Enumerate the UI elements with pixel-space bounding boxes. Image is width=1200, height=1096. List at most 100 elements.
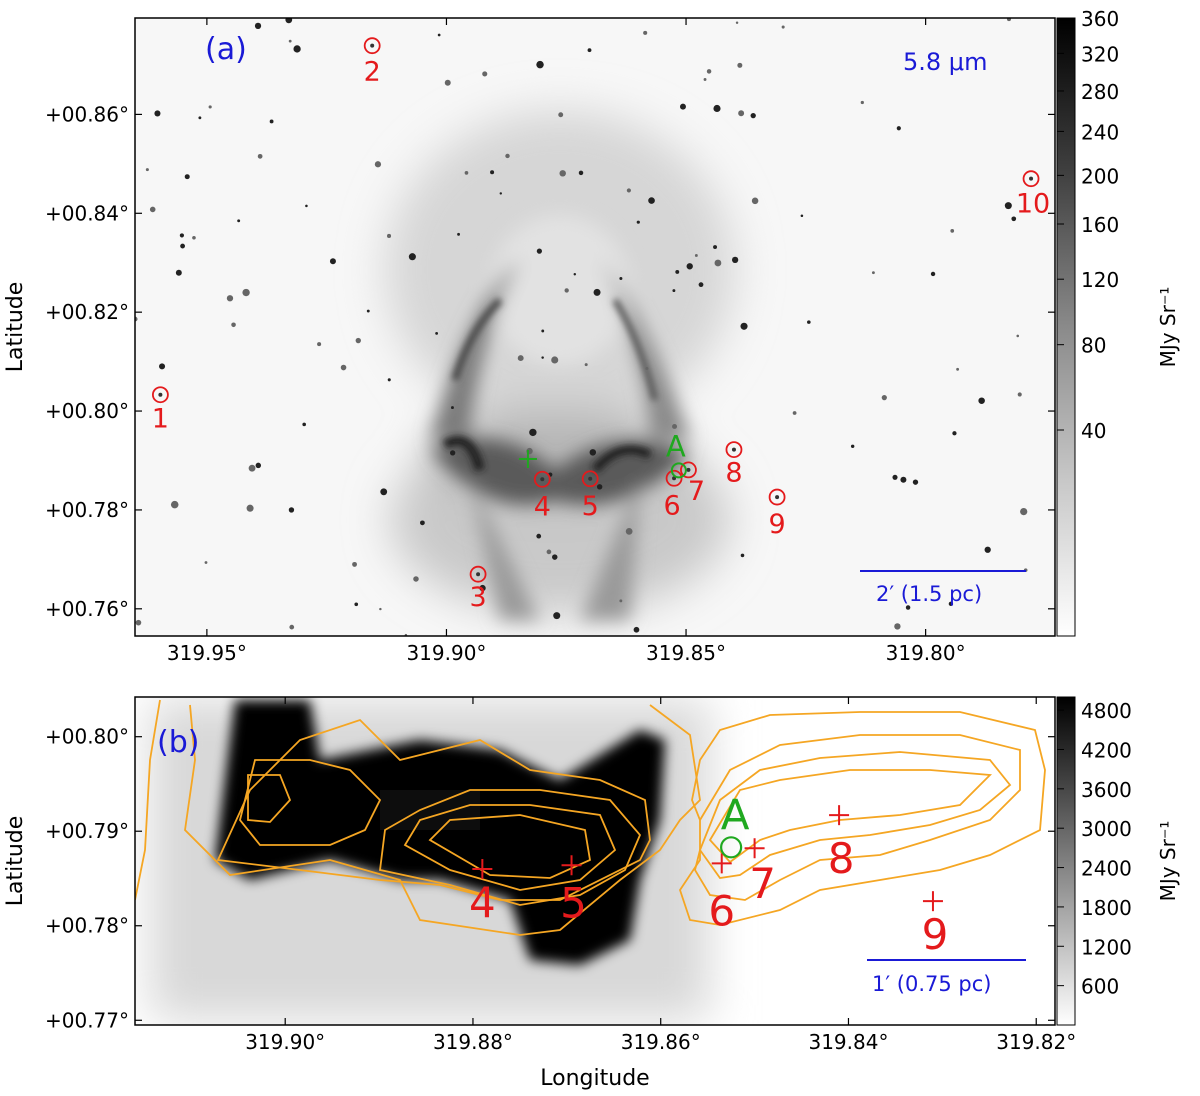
axes-b-ticks: 319.90° 319.88° 319.86° 319.84° 319.82° +00.7… <box>45 697 1076 1054</box>
source-circle-4 <box>533 470 551 488</box>
field-star <box>713 245 718 250</box>
x-tick-label: 319.86° <box>621 1030 701 1054</box>
field-star <box>248 464 256 472</box>
field-star <box>285 18 293 24</box>
field-star <box>457 232 460 236</box>
field-star <box>737 62 743 68</box>
field-star <box>694 254 698 257</box>
field-star <box>208 105 212 109</box>
field-star <box>706 69 712 74</box>
field-star <box>850 444 855 449</box>
y-tick-label: +00.80° <box>45 399 129 423</box>
field-star <box>257 153 263 159</box>
field-star <box>437 33 441 37</box>
source-circle-9 <box>768 488 786 506</box>
field-star <box>352 561 357 567</box>
source-star-7 <box>686 467 691 472</box>
field-star <box>374 161 382 168</box>
field-star <box>237 219 241 223</box>
field-star <box>159 363 166 370</box>
source-label-10: 10 <box>1016 189 1050 220</box>
source-label-4: 4 <box>534 491 551 522</box>
field-star <box>735 21 739 25</box>
source-circle-10 <box>1022 170 1040 188</box>
colorbar-tick-label: 280 <box>1081 80 1119 104</box>
colorbar-tick-label: 40 <box>1081 419 1106 443</box>
field-star <box>740 322 748 330</box>
source-label-b-5: 5 <box>560 878 587 927</box>
colorbar-tick-label: 360 <box>1081 7 1119 31</box>
field-star <box>355 337 361 344</box>
field-star <box>154 110 161 117</box>
field-star <box>450 450 456 456</box>
source-label-8: 8 <box>725 458 742 489</box>
y-tick-label: +00.82° <box>45 300 129 324</box>
field-star <box>643 30 648 35</box>
field-star <box>573 273 577 276</box>
colorbar-tick-label: 240 <box>1081 120 1119 144</box>
field-star <box>145 168 149 172</box>
field-star <box>881 395 887 401</box>
field-star <box>184 174 190 180</box>
field-star <box>517 355 524 362</box>
field-star <box>464 171 469 175</box>
field-star <box>269 119 274 124</box>
field-star <box>482 71 488 77</box>
field-star <box>738 110 745 117</box>
field-star <box>529 428 537 437</box>
y-axis-label-a: Latitude <box>3 282 28 373</box>
panel-label-a: (a) <box>205 32 247 67</box>
field-star <box>675 269 680 274</box>
field-star <box>905 605 911 610</box>
field-star <box>329 258 336 265</box>
field-star <box>1017 392 1022 397</box>
field-star <box>379 607 382 611</box>
field-star <box>950 229 955 233</box>
source-label-5: 5 <box>582 491 599 522</box>
field-star <box>672 423 677 429</box>
field-star <box>596 484 603 490</box>
field-star <box>505 153 510 159</box>
colorbar-tick-label: 4200 <box>1081 738 1132 762</box>
colorbar-tick-label: 600 <box>1081 975 1119 999</box>
field-star <box>648 197 655 204</box>
field-star <box>479 584 486 592</box>
field-star <box>293 45 301 53</box>
source-label-b-9: 9 <box>922 910 949 959</box>
field-star <box>948 601 954 607</box>
x-tick-label: 319.95° <box>167 641 247 665</box>
x-tick-label: 319.85° <box>646 641 726 665</box>
field-star <box>686 263 693 270</box>
field-star <box>541 329 545 333</box>
source-star-3 <box>476 572 481 577</box>
field-star <box>413 576 419 582</box>
y-tick-label: +00.80° <box>45 725 129 749</box>
field-star <box>750 112 756 119</box>
field-star <box>246 504 254 512</box>
field-star <box>499 192 502 195</box>
source-label-b-7: 7 <box>749 859 776 908</box>
field-star <box>625 527 633 535</box>
source-star-4 <box>540 477 545 482</box>
field-star <box>420 520 425 526</box>
field-star <box>896 126 901 131</box>
field-star <box>703 78 707 81</box>
colorbar-a <box>1056 17 1076 637</box>
field-star <box>807 320 811 324</box>
colorbar-tick-label: 1200 <box>1081 935 1132 959</box>
source-star-5 <box>588 476 593 481</box>
x-tick-label: 319.82° <box>996 1030 1076 1054</box>
field-star <box>619 599 623 603</box>
marker-a-circle <box>670 462 687 479</box>
source-label-3: 3 <box>469 582 486 613</box>
x-tick-label: 319.90° <box>245 1030 325 1054</box>
colorbar-tick-label: 200 <box>1081 164 1119 188</box>
panel-b: 319.90° 319.88° 319.86° 319.84° 319.82° +00.7… <box>3 696 1180 1091</box>
field-star <box>751 197 759 205</box>
field-star <box>198 116 202 120</box>
field-star <box>435 331 439 335</box>
field-star <box>340 364 347 371</box>
field-star <box>1006 18 1012 22</box>
field-star <box>672 289 676 293</box>
colorbar-b-ticks: 600 1200 1800 2400 3000 3600 4200 4800 <box>1057 699 1132 999</box>
